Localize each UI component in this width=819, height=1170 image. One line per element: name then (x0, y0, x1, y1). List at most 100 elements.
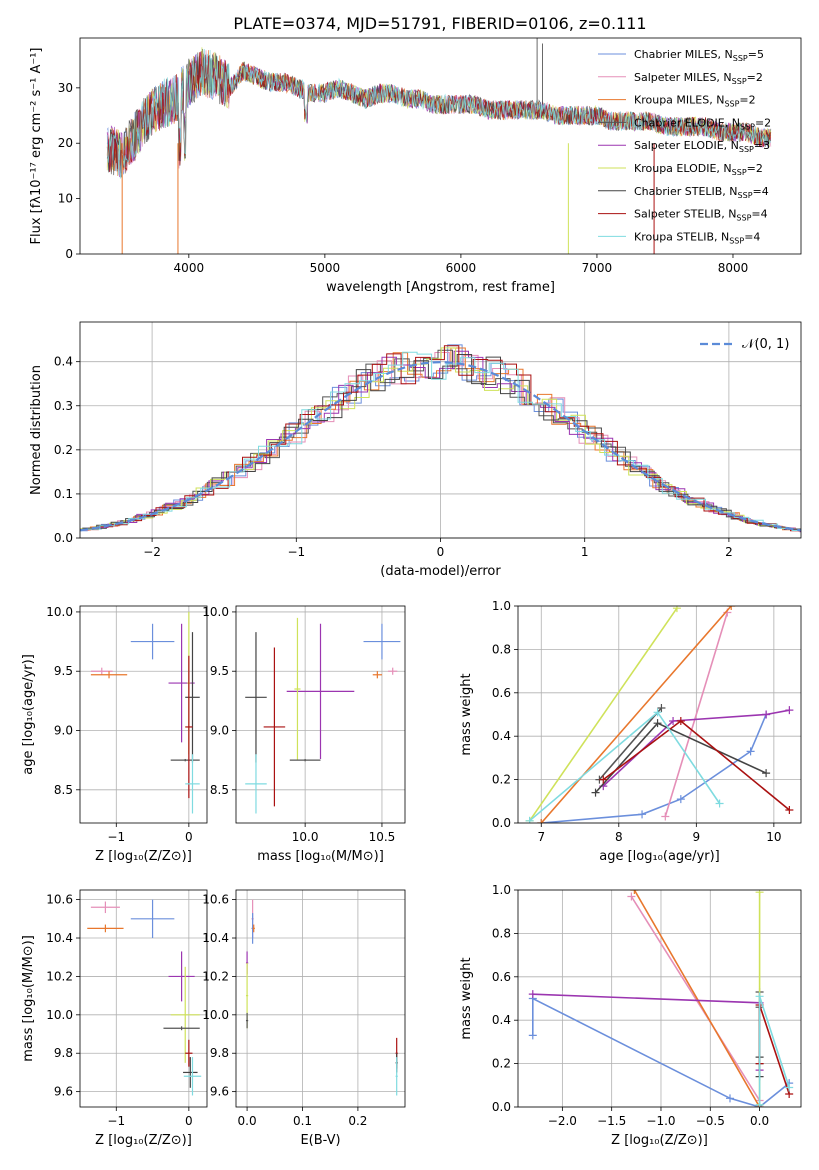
y-tick-label: 9.0 (54, 724, 73, 738)
legend-label-text: Kroupa ELODIE, N (634, 162, 732, 175)
y-tick-label: 0 (65, 247, 73, 261)
legend-label: Chabrier MILES, NSSP=5 (634, 48, 764, 63)
legend-label-sub: SSP (740, 122, 755, 131)
legend-label-count: =2 (747, 71, 763, 84)
plot-area-spectrum (106, 38, 772, 254)
axes-frame (79, 37, 802, 255)
x-tick-label: 4000 (174, 261, 205, 275)
weight-point (653, 719, 662, 728)
weight-point (755, 1100, 764, 1107)
legend-label-sub: SSP (729, 236, 744, 245)
panel-mass_vs_Z: −1 0 9.6 9.8 10.0 10.2 10.4 10.6 Z [log₁₀(Z/Z⊙)]… (21, 889, 208, 1148)
x-tick-label: 8000 (718, 261, 749, 275)
y-tick-label: 0.2 (492, 1057, 511, 1071)
legend-label-count: =4 (751, 208, 767, 221)
x-tick-label: 1 (581, 545, 589, 559)
y-axis-label: Flux [fλ10⁻¹⁷ erg cm⁻² s⁻¹ A⁻¹] (29, 48, 44, 245)
y-tick-label: 0.0 (492, 1100, 511, 1114)
weight-point (727, 606, 736, 610)
x-tick-label: 0 (185, 1114, 193, 1128)
x-tick-label: −1.5 (597, 1114, 626, 1128)
x-axis-label: Z [log₁₀(Z/Z⊙)] (95, 1133, 192, 1148)
x-tick-label: −1 (107, 1114, 125, 1128)
weight-line (633, 890, 761, 1107)
legend-label: Kroupa MILES, NSSP=2 (634, 94, 756, 109)
x-tick-label: 5000 (310, 261, 341, 275)
panel-age_vs_mass: 10.0 10.5 8.5 9.0 9.5 10.0 mass [log₁₀(M/M⊙)] (202, 605, 406, 864)
panel-weight_vs_Z: −2.0 −1.5 −1.0 −0.5 0.0 0.0 0.2 0.4 0.6 0.8 1.0 Z [… (459, 883, 802, 1148)
plot-area-residuals (80, 344, 801, 533)
x-tick-label: 6000 (446, 261, 477, 275)
x-axis-label: age [log₁₀(age/yr)] (599, 849, 720, 864)
y-tick-label: 8.5 (210, 783, 229, 797)
y-tick-label: 0.2 (492, 773, 511, 787)
legend-label-sub: SSP (724, 100, 739, 109)
y-tick-label: 0.0 (54, 531, 73, 545)
x-tick-label: −1 (107, 830, 125, 844)
y-tick-label: 0.4 (492, 729, 511, 743)
y-tick-label: 10 (58, 192, 73, 206)
x-tick-label: 9 (693, 830, 701, 844)
axes-frame (79, 889, 208, 1108)
legend-label-text: Chabrier STELIB, N (634, 185, 738, 198)
y-tick-label: 0.6 (492, 686, 511, 700)
weight-point (785, 1083, 794, 1092)
x-tick-label: 0 (437, 545, 445, 559)
legend-label: Salpeter STELIB, NSSP=4 (634, 208, 768, 223)
axes-frame (517, 605, 802, 824)
weight-point (762, 769, 771, 778)
weight-point (537, 819, 546, 823)
x-tick-label: −0.5 (696, 1114, 725, 1128)
y-tick-label: 1.0 (492, 883, 511, 897)
weight-point (676, 717, 685, 726)
legend-label-text: Kroupa MILES, N (634, 94, 724, 107)
legend-label-count: =3 (754, 139, 770, 152)
spectrum-line (106, 48, 772, 179)
legend-label: 𝒩(0, 1) (742, 337, 789, 352)
legend-label-text: Kroupa STELIB, N (634, 230, 729, 243)
y-tick-label: 0.4 (492, 1013, 511, 1027)
y-tick-label: 10.0 (202, 1008, 229, 1022)
legend-label: Chabrier ELODIE, NSSP=2 (634, 116, 771, 131)
x-tick-label: −2 (143, 545, 161, 559)
panel-weight_vs_age: 7 8 9 10 0.0 0.2 0.4 0.6 0.8 1.0 age [log₁₀(age/yr… (459, 599, 802, 864)
histogram-steps (80, 347, 801, 531)
weight-point (715, 799, 724, 808)
y-tick-label: 10.2 (202, 969, 229, 983)
legend-label: Kroupa ELODIE, NSSP=2 (634, 162, 763, 177)
axes-frame (79, 321, 802, 539)
legend-label-text: Chabrier MILES, N (634, 48, 733, 61)
axes-frame (79, 605, 208, 824)
weight-point (785, 805, 794, 814)
weight-point (746, 747, 755, 756)
plot-area-mass_vs_Z (87, 899, 202, 1096)
y-tick-label: 0.1 (54, 487, 73, 501)
weight-line (664, 612, 729, 817)
weight-line (598, 707, 663, 781)
y-tick-label: 9.5 (210, 664, 229, 678)
legend-label: Kroupa STELIB, NSSP=4 (634, 230, 760, 245)
y-tick-label: 0.6 (492, 970, 511, 984)
histogram-steps (83, 345, 801, 532)
x-tick-label: 10.0 (292, 830, 319, 844)
legend-label-sub: SSP (733, 54, 748, 63)
y-tick-label: 10.4 (202, 931, 229, 945)
legend-label-sub: SSP (732, 77, 747, 86)
y-tick-label: 10.0 (202, 605, 229, 619)
legend-label-count: =2 (747, 162, 763, 175)
legend-label: Salpeter ELODIE, NSSP=3 (634, 139, 770, 154)
y-axis-label: mass weight (459, 957, 474, 1039)
x-tick-label: 10 (766, 830, 781, 844)
legend-label-text: Salpeter MILES, N (634, 71, 732, 84)
figure-title: PLATE=0374, MJD=51791, FIBERID=0106, z=0… (233, 14, 646, 33)
y-tick-label: 30 (58, 81, 73, 95)
y-tick-label: 0.8 (492, 926, 511, 940)
weight-point (755, 992, 764, 1001)
x-axis-label: mass [log₁₀(M/M⊙)] (257, 849, 384, 864)
x-tick-label: 0 (185, 830, 193, 844)
weight-point (661, 812, 670, 821)
plot-area-age_vs_mass (245, 617, 401, 814)
weight-point (528, 990, 537, 999)
legend-label-sub: SSP (732, 168, 747, 177)
